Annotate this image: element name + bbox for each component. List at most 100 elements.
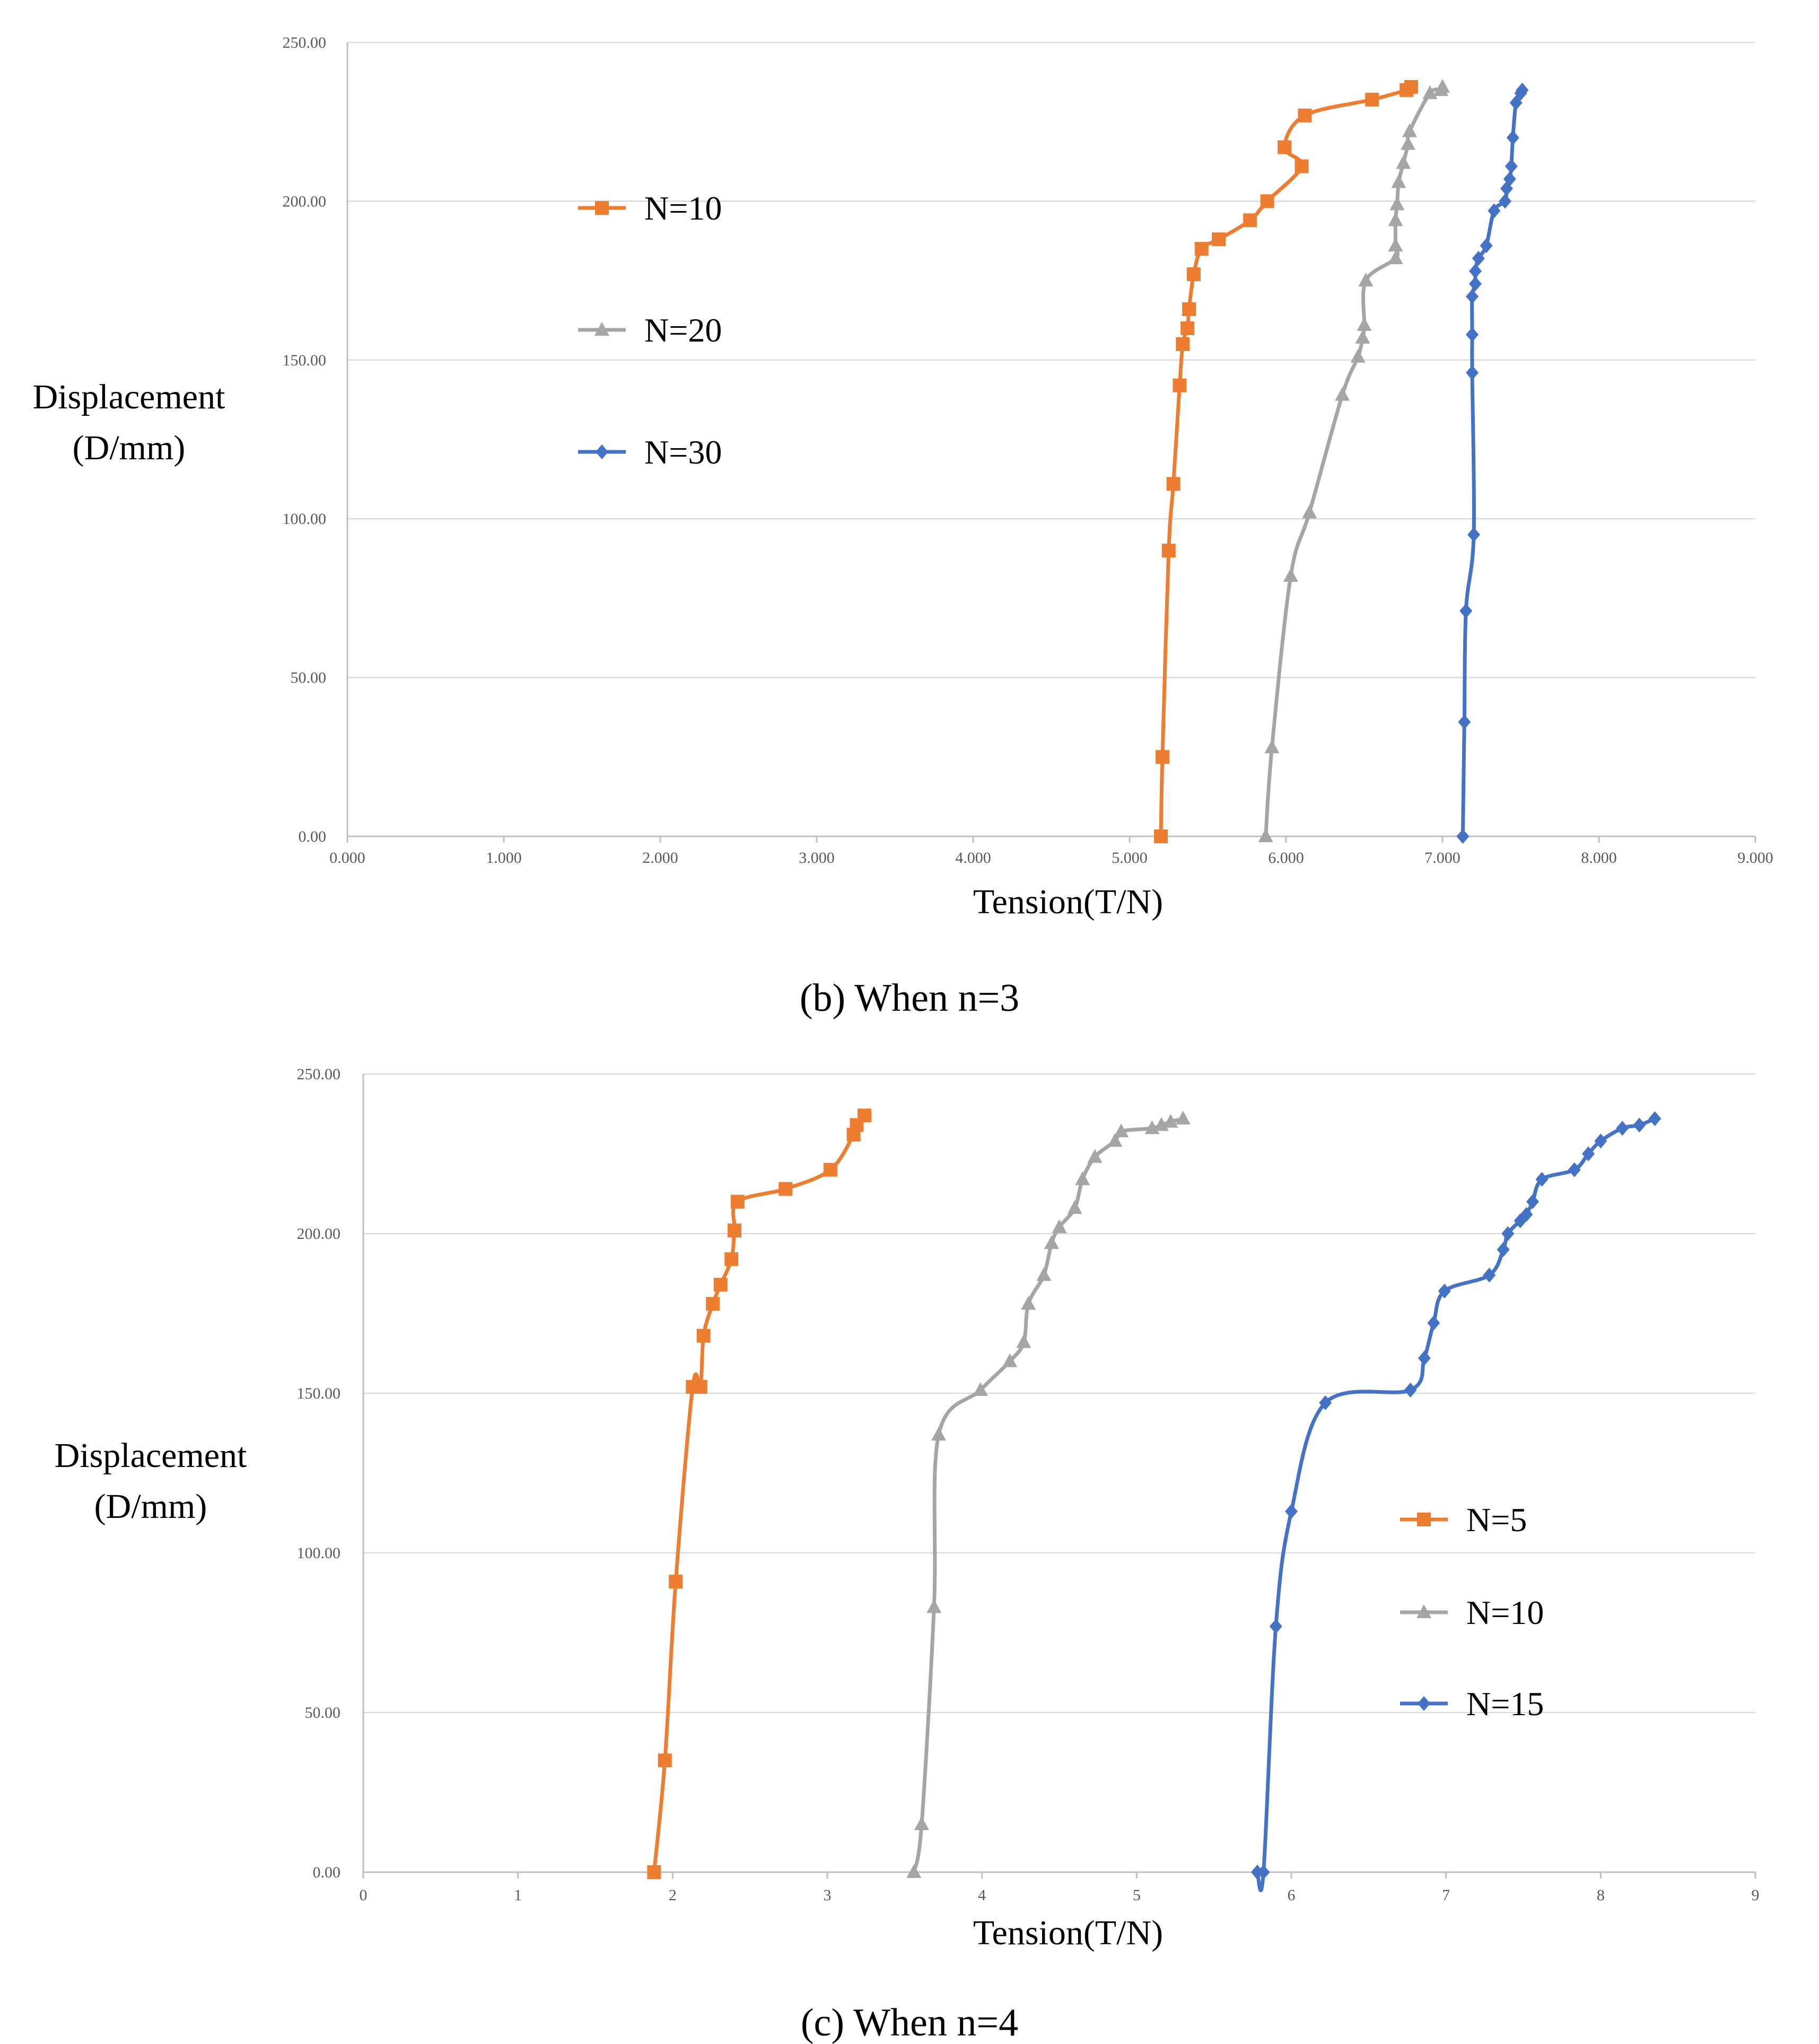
series-N=30 xyxy=(1456,82,1529,844)
data-point xyxy=(1616,1121,1629,1136)
data-point xyxy=(1391,174,1406,188)
data-point xyxy=(1298,108,1312,123)
data-point xyxy=(926,1599,942,1613)
y-axis-title-line1: Displacement xyxy=(55,1436,247,1475)
legend-label: N=20 xyxy=(644,311,722,349)
axes xyxy=(362,1074,1756,1879)
series xyxy=(1154,78,1529,844)
data-point xyxy=(693,1379,707,1394)
series-N=10 xyxy=(906,1111,1191,1878)
series-N=20 xyxy=(1258,78,1450,842)
data-point xyxy=(1052,1219,1067,1233)
data-point xyxy=(1427,1315,1440,1331)
legend-label: N=30 xyxy=(644,433,722,471)
y-axis-title-line1: Displacement xyxy=(33,378,225,416)
data-point xyxy=(1568,1162,1581,1177)
y-axis-title-line2: (D/mm) xyxy=(73,429,186,467)
data-point xyxy=(1467,527,1480,543)
data-point xyxy=(1075,1171,1090,1185)
data-point xyxy=(1509,95,1523,110)
x-tick-label: 1 xyxy=(514,1886,522,1904)
x-tick-label: 9 xyxy=(1752,1886,1760,1904)
x-tick-label: 6 xyxy=(1288,1886,1296,1904)
data-point xyxy=(1488,203,1501,219)
x-tick-label: 0.000 xyxy=(329,849,365,867)
data-point xyxy=(1173,378,1187,392)
legend-entry: N=10 xyxy=(1400,1594,1544,1631)
series-N=10 xyxy=(1154,80,1418,843)
data-point xyxy=(1468,264,1482,279)
data-point xyxy=(973,1382,988,1396)
data-point xyxy=(1633,1117,1646,1133)
data-point xyxy=(1114,1123,1129,1138)
data-point xyxy=(1520,1207,1533,1222)
data-point xyxy=(1357,317,1372,331)
x-tick-label: 9.000 xyxy=(1737,849,1773,867)
x-tick-label: 5.000 xyxy=(1112,849,1148,867)
data-point xyxy=(1466,289,1479,304)
data-point xyxy=(1472,251,1485,266)
data-point xyxy=(1526,1194,1539,1209)
data-point xyxy=(1278,140,1292,154)
data-point xyxy=(1002,1353,1018,1367)
y-tick-label: 0.00 xyxy=(299,828,327,845)
data-point xyxy=(1404,1382,1417,1397)
legend-entry: N=15 xyxy=(1400,1685,1544,1723)
data-point xyxy=(658,1753,672,1768)
data-point xyxy=(1505,159,1518,174)
series-N=5 xyxy=(647,1108,871,1879)
data-point xyxy=(858,1108,871,1123)
data-point xyxy=(1648,1111,1661,1126)
legend-marker xyxy=(596,444,608,459)
data-point xyxy=(1186,267,1201,282)
data-point xyxy=(706,1297,720,1311)
data-point xyxy=(914,1816,929,1830)
data-point xyxy=(1163,1114,1178,1128)
data-point xyxy=(1388,250,1403,265)
data-point xyxy=(779,1182,793,1196)
x-tick-label: 5 xyxy=(1133,1886,1141,1904)
data-point xyxy=(1319,1395,1332,1411)
data-point xyxy=(1067,1200,1082,1214)
data-point xyxy=(1180,321,1195,335)
y-tick-label: 200.00 xyxy=(297,1225,341,1243)
data-point xyxy=(1365,92,1379,107)
data-point xyxy=(1582,1146,1595,1161)
x-tick-label: 7 xyxy=(1442,1886,1450,1904)
data-point xyxy=(1212,232,1226,247)
data-point xyxy=(1175,1111,1191,1125)
data-point xyxy=(1438,1283,1451,1299)
data-point xyxy=(1243,213,1257,228)
data-point xyxy=(1257,1865,1270,1880)
x-tick-label: 0 xyxy=(360,1886,368,1904)
tick-labels: 0.00 50.00 100.00 150.00 200.00 250.00 0 1 2 3 4 5 6… xyxy=(297,1065,1760,1904)
data-point xyxy=(1404,80,1418,94)
data-point xyxy=(1458,714,1471,730)
y-tick-label: 250.00 xyxy=(283,34,327,51)
legend-label: N=10 xyxy=(644,189,722,227)
data-point xyxy=(1302,504,1317,519)
data-point xyxy=(1283,567,1298,582)
data-point xyxy=(696,1329,711,1343)
data-point xyxy=(713,1278,728,1292)
x-tick-label: 4.000 xyxy=(955,849,991,867)
data-point xyxy=(1418,1350,1431,1366)
data-point xyxy=(1401,136,1416,150)
x-tick-label: 3.000 xyxy=(799,849,835,867)
data-point xyxy=(1036,1267,1052,1281)
y-tick-label: 150.00 xyxy=(297,1385,341,1402)
y-tick-label: 100.00 xyxy=(283,510,327,528)
data-point xyxy=(1483,1268,1496,1283)
x-tick-label: 8.000 xyxy=(1581,849,1617,867)
data-point xyxy=(1388,212,1403,226)
data-point xyxy=(1044,1235,1059,1250)
series xyxy=(647,1108,1661,1892)
data-point xyxy=(1435,78,1450,93)
y-tick-label: 150.00 xyxy=(283,352,327,369)
data-point xyxy=(823,1163,837,1177)
chart-n3: 0.00 50.00 100.00 150.00 200.00 250.00 0.000 1.… xyxy=(33,34,1773,1020)
data-point xyxy=(1459,603,1473,618)
data-point xyxy=(1506,130,1519,145)
data-point xyxy=(1350,348,1366,363)
grid xyxy=(347,41,1755,678)
